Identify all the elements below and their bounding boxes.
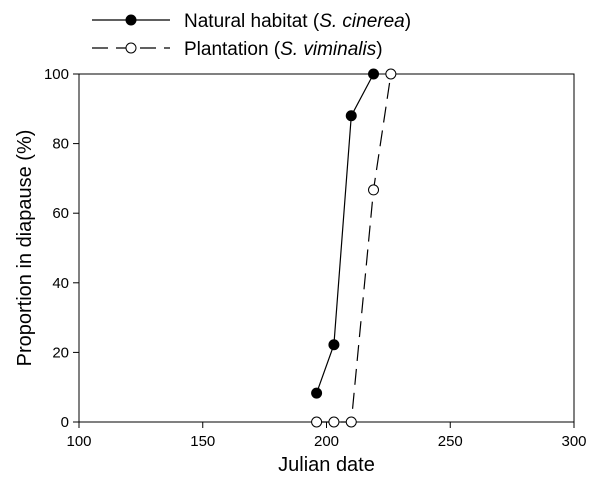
legend-marker-natural [125,14,137,26]
series-line-plantation [316,73,392,423]
legend-label-natural-species: S. cinerea [319,11,405,32]
legend-marker-plantation [125,42,137,54]
y-tick-label: 20 [52,344,69,361]
y-tick-label: 0 [61,414,69,431]
legend-label-natural: Natural habitat (S. cinerea) [184,11,411,32]
y-tick-label: 40 [52,275,69,292]
data-point-plantation [368,184,380,196]
data-point-natural [311,387,323,399]
legend-label-plantation: Plantation (S. viminalis) [184,39,383,60]
data-point-natural [328,339,340,351]
y-tick-label: 60 [52,205,69,222]
legend-label-natural-part1: Natural habitat ( [184,11,320,32]
legend-entry-natural: Natural habitat (S. cinerea) [92,11,411,32]
legend-label-plantation-part3: ) [376,39,382,60]
y-tick-label: 100 [44,66,69,83]
x-tick-label: 200 [314,433,339,450]
legend-label-natural-part3: ) [405,11,411,32]
x-tick-label: 250 [438,433,463,450]
data-point-plantation [328,416,340,428]
y-axis-label: Proportion in diapause (%) [14,130,36,367]
x-tick-label: 100 [66,433,91,450]
data-point-plantation [345,416,357,428]
legend: Natural habitat (S. cinerea) Plantation … [92,11,411,60]
x-tick-label: 150 [190,433,215,450]
data-point-natural [345,110,357,122]
data-point-natural [368,68,380,80]
y-tick-label: 80 [52,136,69,153]
legend-entry-plantation: Plantation (S. viminalis) [92,39,383,60]
x-axis-ticks: 100 150 200 250 300 [66,422,587,450]
data-point-plantation [385,68,397,80]
series-layer [311,68,397,428]
x-axis-label: Julian date [278,454,375,476]
legend-label-plantation-species: S. viminalis [280,39,377,60]
x-tick-label: 300 [561,433,586,450]
plot-frame [78,73,575,423]
y-axis-ticks: 0 20 40 60 80 100 [44,66,79,431]
legend-label-plantation-part1: Plantation ( [184,39,281,60]
series-line-natural [316,73,375,394]
data-point-plantation [311,416,323,428]
